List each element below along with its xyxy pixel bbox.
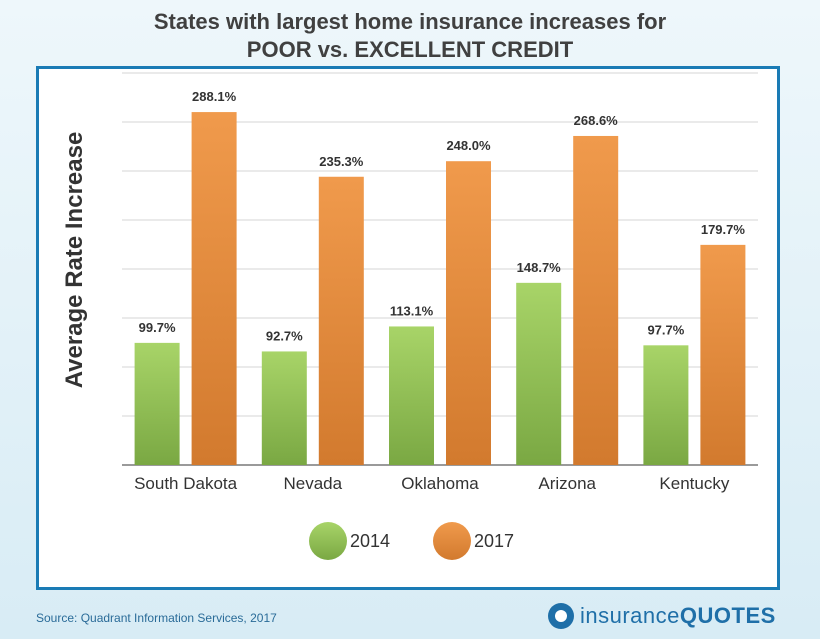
legend-label-2017: 2017 (474, 531, 514, 551)
category-label: Kentucky (659, 474, 729, 493)
value-label: 113.1% (390, 303, 434, 318)
bar-2017-nevada (318, 176, 364, 465)
source-note: Source: Quadrant Information Services, 2… (36, 611, 277, 625)
bar-2014-south-dakota (134, 342, 180, 465)
bar-2014-oklahoma (389, 326, 434, 465)
y-axis-label: Average Rate Increase (61, 132, 88, 389)
bar-2017-arizona (573, 135, 619, 465)
category-label: Nevada (283, 474, 342, 493)
legend-swatch-2017 (433, 522, 471, 560)
category-labels: South Dakota Nevada Oklahoma Arizona Kentuck… (134, 474, 730, 493)
bars (134, 112, 746, 465)
value-label: 235.3% (319, 154, 364, 169)
category-label: Oklahoma (401, 474, 479, 493)
chart-title-line-1: States with largest home insurance incre… (153, 9, 667, 34)
value-labels: 99.7% 288.1% 92.7% 235.3% 113.1% 248.0% 148.7%… (139, 89, 746, 343)
bar-2017-south-dakota (191, 112, 237, 465)
bar-2014-kentucky (643, 345, 689, 465)
logo-text-part1: insurance (580, 603, 680, 628)
value-label: 268.6% (574, 113, 619, 128)
bar-2014-arizona (516, 282, 562, 465)
value-label: 248.0% (446, 138, 491, 153)
chart-title-line-2: POOR vs. EXCELLENT CREDIT (246, 37, 574, 62)
logo-text: insuranceQUOTES (580, 603, 776, 629)
bar-2014-nevada (261, 351, 307, 465)
bar-2017-oklahoma (446, 161, 491, 465)
value-label: 99.7% (139, 320, 176, 335)
value-label: 92.7% (266, 328, 303, 343)
logo-mark-icon (548, 603, 574, 629)
value-label: 288.1% (192, 89, 237, 104)
category-label: Arizona (538, 474, 596, 493)
category-label: South Dakota (134, 474, 238, 493)
insurancequotes-logo: insuranceQUOTES (548, 600, 776, 632)
legend-label-2014: 2014 (350, 531, 390, 551)
value-label: 97.7% (647, 322, 684, 337)
logo-text-part2: QUOTES (679, 603, 776, 628)
bar-2017-kentucky (700, 244, 746, 465)
value-label: 148.7% (517, 260, 562, 275)
value-label: 179.7% (701, 222, 746, 237)
legend: 2014 2017 (309, 522, 514, 560)
legend-swatch-2014 (309, 522, 347, 560)
chart-frame (36, 66, 780, 590)
